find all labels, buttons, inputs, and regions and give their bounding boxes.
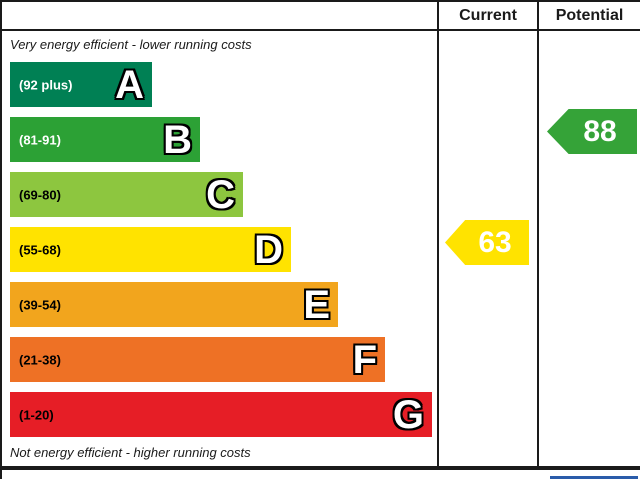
rating-band-f: (21-38) F	[10, 337, 385, 382]
top-border	[0, 0, 640, 2]
header-divider	[0, 29, 640, 31]
rating-band-a: (92 plus) A	[10, 62, 152, 107]
band-range-label: (1-20)	[19, 407, 54, 422]
current-rating-arrow: 63	[445, 220, 529, 265]
partial-next-section-edge	[550, 476, 638, 479]
band-letter: B	[163, 117, 192, 162]
band-letter: C	[206, 172, 235, 217]
band-range-label: (92 plus)	[19, 77, 73, 92]
top-efficiency-note: Very energy efficient - lower running co…	[10, 37, 252, 52]
potential-rating-value: 88	[583, 114, 617, 148]
band-range-label: (21-38)	[19, 352, 61, 367]
rating-band-g: (1-20) G	[10, 392, 432, 437]
current-column-header: Current	[459, 7, 517, 24]
rating-band-c: (69-80) C	[10, 172, 243, 217]
band-range-label: (81-91)	[19, 132, 61, 147]
band-letter: A	[115, 62, 144, 107]
band-letter: E	[303, 282, 330, 327]
band-letter: F	[352, 337, 377, 382]
band-letter: G	[392, 392, 424, 437]
current-rating-value: 63	[478, 225, 512, 259]
band-range-label: (39-54)	[19, 297, 61, 312]
rating-band-d: (55-68) D	[10, 227, 291, 272]
rating-band-e: (39-54) E	[10, 282, 338, 327]
band-range-label: (69-80)	[19, 187, 61, 202]
current-column-divider	[437, 0, 439, 468]
band-letter: D	[254, 227, 283, 272]
potential-rating-arrow: 88	[547, 109, 637, 154]
bottom-efficiency-note: Not energy efficient - higher running co…	[10, 445, 251, 460]
potential-column-header: Potential	[555, 7, 624, 24]
potential-column-divider	[537, 0, 539, 468]
left-border	[0, 0, 2, 479]
chart-bottom-border	[0, 466, 640, 470]
rating-band-b: (81-91) B	[10, 117, 200, 162]
band-range-label: (55-68)	[19, 242, 61, 257]
